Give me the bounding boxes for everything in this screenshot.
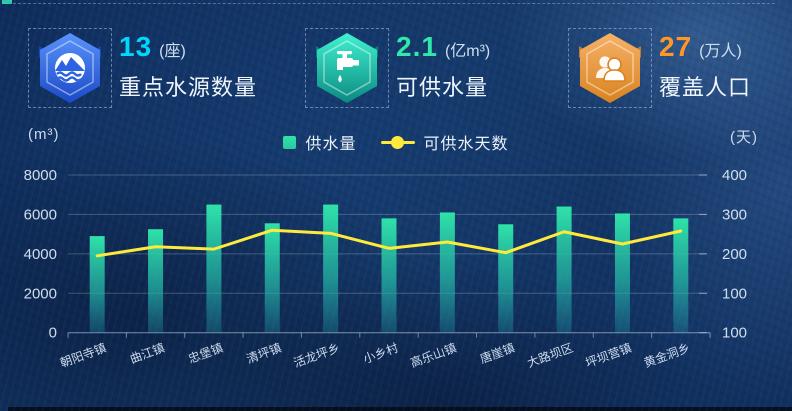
bar-series-swatch xyxy=(283,135,297,149)
stat-card-population: 27 (万人) 覆盖人口 xyxy=(568,28,751,108)
x-axis-label: 忠堡镇 xyxy=(186,340,225,366)
chart-legend: 供水量 可供水天数 xyxy=(0,130,792,154)
x-axis-label: 清坪镇 xyxy=(245,341,284,366)
bar-column[interactable] xyxy=(264,223,280,333)
legend-item-supply[interactable]: 供水量 xyxy=(283,130,356,154)
x-axis-label: 坪坝营镇 xyxy=(584,341,634,371)
x-axis-label: 曲江镇 xyxy=(128,341,167,366)
people-group-icon xyxy=(579,33,641,103)
panel-top-dashed-border xyxy=(8,3,775,4)
water-sources-value: 13 xyxy=(119,31,153,62)
x-axis-label: 大路坝区 xyxy=(525,340,575,371)
x-axis-label: 小乡村 xyxy=(361,341,400,366)
left-axis-tick-label: 0 xyxy=(49,325,57,342)
left-axis-unit: (m³) xyxy=(28,126,60,143)
right-axis-tick-label: 100 xyxy=(722,325,747,342)
hexagon-frame xyxy=(28,28,112,108)
bar-column[interactable] xyxy=(148,229,164,333)
x-axis-label: 黄金洞乡 xyxy=(642,340,692,371)
hexagon-frame xyxy=(568,28,652,108)
water-source-icon xyxy=(39,33,101,103)
supply-days-line[interactable] xyxy=(95,228,683,258)
legend-item-supply-days[interactable]: 可供水天数 xyxy=(380,130,509,154)
bar-column[interactable] xyxy=(323,204,339,333)
water-supply-label: 可供水量 xyxy=(396,75,489,100)
faucet-icon xyxy=(316,33,378,103)
x-axis-label: 高乐山镇 xyxy=(408,340,458,371)
right-axis-unit: (天) xyxy=(730,129,758,146)
bottom-map-edge xyxy=(8,407,792,411)
bar-column[interactable] xyxy=(439,212,455,333)
legend-label: 可供水天数 xyxy=(423,136,509,153)
bar-column[interactable] xyxy=(89,236,105,333)
bar-column[interactable] xyxy=(498,224,514,333)
line-series-swatch xyxy=(380,135,415,149)
population-label: 覆盖人口 xyxy=(659,75,752,100)
x-axis-label: 活龙坪乡 xyxy=(292,341,342,371)
right-axis-tick-label: 200 xyxy=(722,246,747,263)
legend-label: 供水量 xyxy=(305,136,357,153)
left-axis-tick-label: 4000 xyxy=(24,246,57,263)
left-axis-tick-label: 2000 xyxy=(24,285,57,302)
population-value: 27 xyxy=(659,31,693,62)
x-axis-label: 唐崖镇 xyxy=(478,340,517,366)
left-axis-tick-label: 8000 xyxy=(24,167,57,184)
bar-column[interactable] xyxy=(206,204,222,333)
bar-column[interactable] xyxy=(614,213,630,333)
bar-column[interactable] xyxy=(381,218,397,333)
right-axis-tick-label: 400 xyxy=(722,167,747,184)
bar-column[interactable] xyxy=(556,206,572,333)
bar-column[interactable] xyxy=(673,218,689,333)
right-axis-tick-label: 300 xyxy=(722,206,747,223)
right-axis-tick-label: 100 xyxy=(722,285,747,302)
stat-card-water-sources: 13 (座) 重点水源数量 xyxy=(28,28,257,108)
x-axis-label: 朝阳寺镇 xyxy=(58,341,108,371)
stat-card-water-supply: 2.1 (亿m³) 可供水量 xyxy=(305,28,490,108)
water-supply-value: 2.1 xyxy=(396,31,438,62)
water-sources-unit: (座) xyxy=(159,43,186,60)
corner-accent-chip xyxy=(2,0,12,4)
water-sources-label: 重点水源数量 xyxy=(119,75,258,100)
hexagon-frame xyxy=(305,28,389,108)
population-unit: (万人) xyxy=(699,43,742,60)
water-supply-unit: (亿m³) xyxy=(444,43,491,60)
left-axis-tick-label: 6000 xyxy=(24,206,57,223)
